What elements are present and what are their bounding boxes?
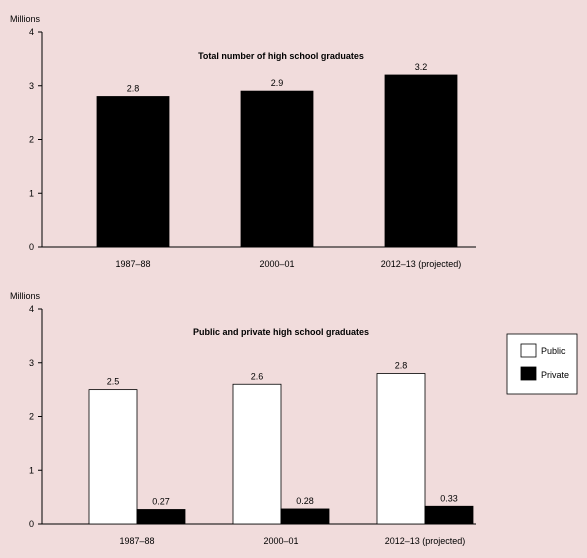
y-tick-label: 3 xyxy=(29,81,34,91)
bar xyxy=(384,74,458,248)
bar xyxy=(424,505,474,525)
bar xyxy=(136,509,186,525)
chart-public-private-graduates: Millions Public and private high school … xyxy=(10,291,578,546)
data-label: 2.5 xyxy=(107,377,120,387)
x-tick-label: 2012–13 (projected) xyxy=(381,259,462,269)
legend-label-private: Private xyxy=(541,370,569,380)
x-tick-label: 1987–88 xyxy=(119,536,154,546)
legend: Public Private xyxy=(506,333,578,395)
data-label: 2.6 xyxy=(251,371,264,381)
data-label: 3.2 xyxy=(415,62,428,72)
bar xyxy=(88,389,138,525)
legend-label-public: Public xyxy=(541,346,566,356)
bar xyxy=(96,96,170,248)
y-tick-label: 0 xyxy=(29,519,34,529)
y-tick-label: 1 xyxy=(29,465,34,475)
x-tick-label: 2000–01 xyxy=(259,259,294,269)
data-label: 2.9 xyxy=(271,78,284,88)
data-label: 0.28 xyxy=(296,496,314,506)
chart-total-graduates: Millions Total number of high school gra… xyxy=(10,14,476,269)
y-tick-label: 4 xyxy=(29,27,34,37)
x-tick-label: 2000–01 xyxy=(263,536,298,546)
y-axis-label: Millions xyxy=(10,14,41,24)
y-axis-label: Millions xyxy=(10,291,41,301)
y-tick-label: 1 xyxy=(29,188,34,198)
y-tick-label: 2 xyxy=(29,135,34,145)
data-label: 2.8 xyxy=(395,361,408,371)
y-tick-label: 4 xyxy=(29,304,34,314)
legend-swatch-private xyxy=(520,366,537,381)
legend-box xyxy=(506,333,578,395)
bar xyxy=(376,373,426,525)
chart-title: Total number of high school graduates xyxy=(198,51,364,61)
y-tick-label: 3 xyxy=(29,358,34,368)
bar xyxy=(280,508,330,525)
legend-swatch-public xyxy=(520,343,537,358)
x-tick-label: 2012–13 (projected) xyxy=(385,536,466,546)
y-tick-label: 0 xyxy=(29,242,34,252)
x-tick-label: 1987–88 xyxy=(115,259,150,269)
data-label: 0.33 xyxy=(440,493,458,503)
bar xyxy=(240,90,314,248)
bar xyxy=(232,383,282,525)
data-label: 2.8 xyxy=(127,84,140,94)
data-label: 0.27 xyxy=(152,496,170,506)
chart-title: Public and private high school graduates xyxy=(193,327,369,337)
y-tick-label: 2 xyxy=(29,412,34,422)
